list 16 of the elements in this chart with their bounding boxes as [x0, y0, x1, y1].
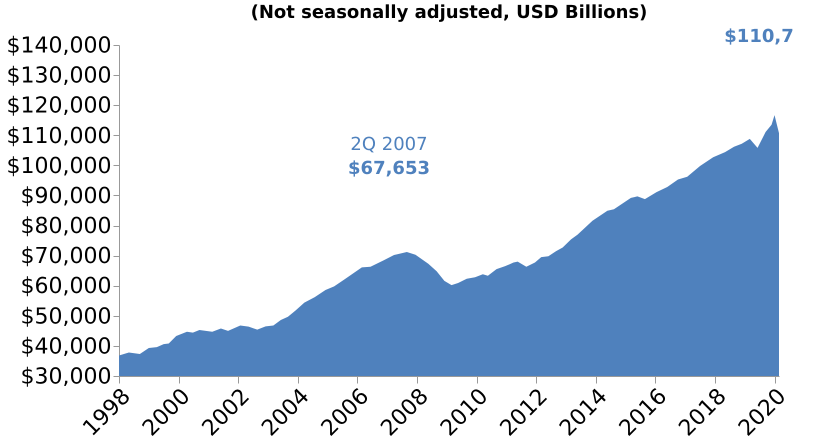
- y-tick-label: $110,000: [6, 124, 112, 149]
- annotation: $110,7: [724, 26, 794, 47]
- y-tick-label: $80,000: [20, 214, 112, 240]
- y-tick-label: $70,000: [20, 244, 112, 270]
- annotation: 2Q 2007: [350, 134, 428, 155]
- y-tick-label: $90,000: [20, 184, 112, 209]
- y-tick-label: $40,000: [20, 334, 112, 360]
- chart-subtitle: (Not seasonally adjusted, USD Billions): [250, 2, 648, 23]
- y-tick-label: $100,000: [6, 154, 112, 179]
- y-tick-label: $120,000: [6, 94, 112, 119]
- annotation: $67,653: [348, 158, 430, 179]
- y-tick-label: $50,000: [20, 304, 112, 330]
- y-tick-label: $130,000: [6, 64, 112, 89]
- y-tick-label: $140,000: [6, 34, 112, 58]
- y-tick-label: $30,000: [20, 364, 112, 390]
- y-tick-label: $60,000: [20, 274, 112, 300]
